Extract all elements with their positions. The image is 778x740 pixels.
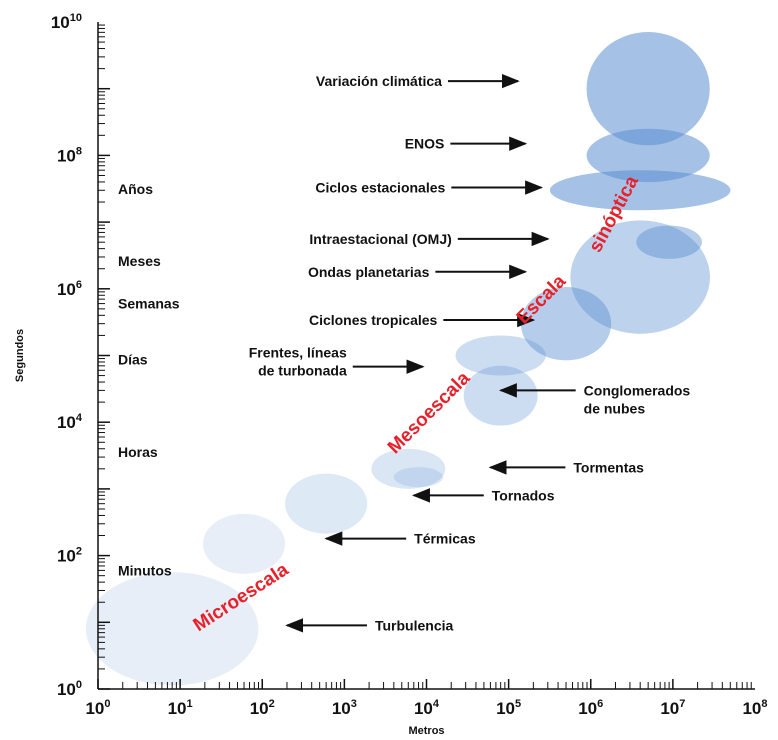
x-tick-base: 10 bbox=[250, 699, 269, 718]
phenomenon-label: Frentes, líneas bbox=[249, 345, 347, 361]
x-tick-base: 10 bbox=[332, 699, 351, 718]
y-tick-label: 100 bbox=[57, 679, 82, 699]
x-tick-exponent: 7 bbox=[679, 698, 685, 710]
phenomenon-blob bbox=[285, 473, 368, 534]
x-tick-base: 10 bbox=[414, 699, 433, 718]
x-tick-label: 101 bbox=[168, 698, 193, 718]
x-tick-base: 10 bbox=[578, 699, 597, 718]
y-tick-exponent: 10 bbox=[70, 12, 82, 24]
x-tick-base: 10 bbox=[660, 699, 679, 718]
y-tick-base: 10 bbox=[51, 13, 70, 32]
phenomenon-label: ENOS bbox=[405, 136, 445, 152]
phenomenon-label: Turbulencia bbox=[375, 617, 454, 633]
y-tick-label: 104 bbox=[57, 412, 83, 432]
x-tick-label: 105 bbox=[496, 698, 521, 718]
y-tick-label: 108 bbox=[57, 145, 82, 165]
phenomenon-label: Conglomerados bbox=[584, 382, 691, 398]
time-label: Semanas bbox=[118, 296, 180, 312]
x-tick-base: 10 bbox=[742, 699, 761, 718]
x-tick-base: 10 bbox=[168, 699, 187, 718]
y-tick-exponent: 0 bbox=[76, 679, 82, 691]
time-label: Años bbox=[118, 181, 153, 197]
annotations: Variación climática ENOS Ciclos estacional… bbox=[249, 73, 691, 633]
x-tick-label: 106 bbox=[578, 698, 603, 718]
y-tick-base: 10 bbox=[57, 280, 76, 299]
phenomenon-blob bbox=[455, 335, 546, 376]
y-tick-base: 10 bbox=[57, 547, 76, 566]
x-ticks: 100 101 102 103 104 105 106 107 108 bbox=[85, 679, 768, 718]
y-tick-label: 102 bbox=[57, 546, 82, 566]
y-tick-exponent: 6 bbox=[76, 279, 82, 291]
x-tick-base: 10 bbox=[496, 699, 515, 718]
y-axis-title: Segundos bbox=[14, 329, 26, 382]
phenomenon-label: de turbonada bbox=[258, 363, 347, 379]
y-tick-base: 10 bbox=[57, 413, 76, 432]
phenomenon-blob bbox=[85, 572, 259, 686]
phenomenon-blob bbox=[570, 220, 711, 334]
phenomenon-label: Ciclos estacionales bbox=[315, 180, 445, 196]
phenomenon-blob bbox=[371, 448, 446, 489]
y-tick-label: 1010 bbox=[51, 12, 82, 32]
phenomenon-blob bbox=[463, 365, 538, 426]
time-label: Días bbox=[118, 352, 148, 368]
phenomenon-label: Térmicas bbox=[414, 531, 476, 547]
x-tick-label: 103 bbox=[332, 698, 357, 718]
phenomenon-blob bbox=[586, 32, 710, 146]
phenomenon-blob bbox=[520, 286, 612, 361]
phenomenon-blob bbox=[202, 513, 286, 574]
x-tick-exponent: 5 bbox=[515, 698, 521, 710]
x-tick-exponent: 3 bbox=[351, 698, 357, 710]
time-labels: Años Meses Semanas Días Horas Minutos bbox=[118, 181, 180, 579]
phenomenon-label: Tormentas bbox=[573, 459, 644, 475]
x-tick-label: 107 bbox=[660, 698, 685, 718]
time-label: Minutos bbox=[118, 562, 172, 578]
y-tick-base: 10 bbox=[57, 146, 76, 165]
phenomenon-label: Intraestacional (OMJ) bbox=[309, 231, 451, 247]
phenomenon-blob bbox=[636, 225, 702, 259]
phenomenon-label: Ondas planetarias bbox=[308, 264, 430, 280]
phenomenon-label: Ciclones tropicales bbox=[309, 312, 438, 328]
y-tick-label: 106 bbox=[57, 279, 82, 299]
y-tick-exponent: 2 bbox=[76, 546, 82, 558]
x-tick-exponent: 4 bbox=[433, 698, 440, 710]
y-tick-base: 10 bbox=[57, 680, 76, 699]
phenomenon-blob bbox=[393, 467, 444, 488]
x-tick-label: 102 bbox=[250, 698, 275, 718]
x-axis-title: Metros bbox=[408, 725, 444, 737]
phenomenon-label: de nubes bbox=[584, 400, 646, 416]
x-tick-label: 108 bbox=[742, 698, 767, 718]
time-label: Horas bbox=[118, 444, 158, 460]
x-tick-label: 104 bbox=[414, 698, 440, 718]
phenomenon-blob bbox=[549, 170, 731, 211]
x-tick-label: 100 bbox=[85, 698, 110, 718]
phenomenon-label: Variación climática bbox=[316, 73, 442, 89]
x-tick-exponent: 2 bbox=[269, 698, 275, 710]
scale-label: Mesoescala bbox=[384, 368, 475, 459]
phenomena-blobs bbox=[85, 32, 731, 686]
y-tick-exponent: 8 bbox=[76, 145, 82, 157]
phenomenon-blob bbox=[586, 128, 710, 183]
time-label: Meses bbox=[118, 253, 161, 269]
x-tick-exponent: 1 bbox=[187, 698, 193, 710]
y-tick-exponent: 4 bbox=[76, 412, 83, 424]
axes: 100 101 102 103 104 105 106 107 108 100102104106… bbox=[51, 12, 768, 718]
x-tick-exponent: 0 bbox=[104, 698, 110, 710]
x-tick-exponent: 8 bbox=[761, 698, 767, 710]
x-tick-base: 10 bbox=[85, 699, 104, 718]
x-tick-exponent: 6 bbox=[597, 698, 603, 710]
phenomenon-label: Tornados bbox=[492, 487, 555, 503]
